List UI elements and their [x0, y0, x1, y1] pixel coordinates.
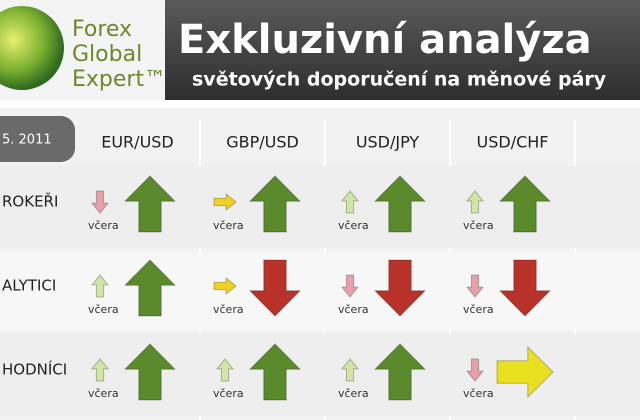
yesterday-label: včera [463, 303, 494, 316]
signal-arrow [373, 175, 427, 233]
yesterday-label: včera [463, 387, 494, 400]
prev-arrow [213, 192, 237, 212]
prev-arrow [465, 274, 485, 298]
title: Exkluzivní analýza [178, 17, 592, 63]
yesterday-label: včera [338, 303, 369, 316]
signal-arrow [123, 343, 177, 401]
prev-arrow [90, 190, 110, 214]
yesterday-label: včera [88, 303, 119, 316]
row-label: ALYTICI [2, 277, 56, 295]
signal-arrow [248, 259, 302, 317]
signal-arrow [498, 259, 552, 317]
yesterday-label: včera [88, 219, 119, 232]
signal-arrow [123, 175, 177, 233]
prev-arrow [340, 358, 360, 382]
signal-arrow [373, 343, 427, 401]
yesterday-label: včera [213, 303, 244, 316]
prev-arrow [340, 190, 360, 214]
row-label: ROKEŘI [2, 192, 58, 211]
signal-arrow [123, 259, 177, 317]
prev-arrow [465, 358, 485, 382]
column-header: GBP/USD [226, 133, 299, 152]
subtitle: světových doporučení na měnové páry [192, 69, 607, 91]
table-cells: včera včera včera včera včera včera včera včera… [88, 175, 554, 401]
row-label: HODNÍCI [2, 360, 67, 379]
prev-arrow [215, 358, 235, 382]
prev-arrow [90, 358, 110, 382]
logo-globe [0, 6, 64, 90]
signal-arrow [496, 345, 554, 399]
yesterday-label: včera [463, 219, 494, 232]
prev-arrow [90, 274, 110, 298]
signal-arrow [248, 343, 302, 401]
logo-text: Global [72, 42, 142, 67]
date-tab [0, 116, 75, 162]
column-header: EUR/USD [101, 133, 174, 152]
logo-text: Forex [72, 17, 132, 42]
yesterday-label: včera [213, 219, 244, 232]
yesterday-label: včera [338, 219, 369, 232]
yesterday-label: včera [88, 387, 119, 400]
yesterday-label: včera [213, 387, 244, 400]
date: 5. 2011 [2, 133, 52, 148]
signal-arrow [498, 175, 552, 233]
column-header: USD/CHF [477, 133, 549, 152]
prev-arrow [340, 274, 360, 298]
signal-arrow [248, 175, 302, 233]
prev-arrow [213, 276, 237, 296]
yesterday-label: včera [338, 387, 369, 400]
prev-arrow [465, 190, 485, 214]
signal-arrow [373, 259, 427, 317]
logo-text: Expert™ [72, 67, 166, 92]
column-header: USD/JPY [356, 133, 420, 152]
